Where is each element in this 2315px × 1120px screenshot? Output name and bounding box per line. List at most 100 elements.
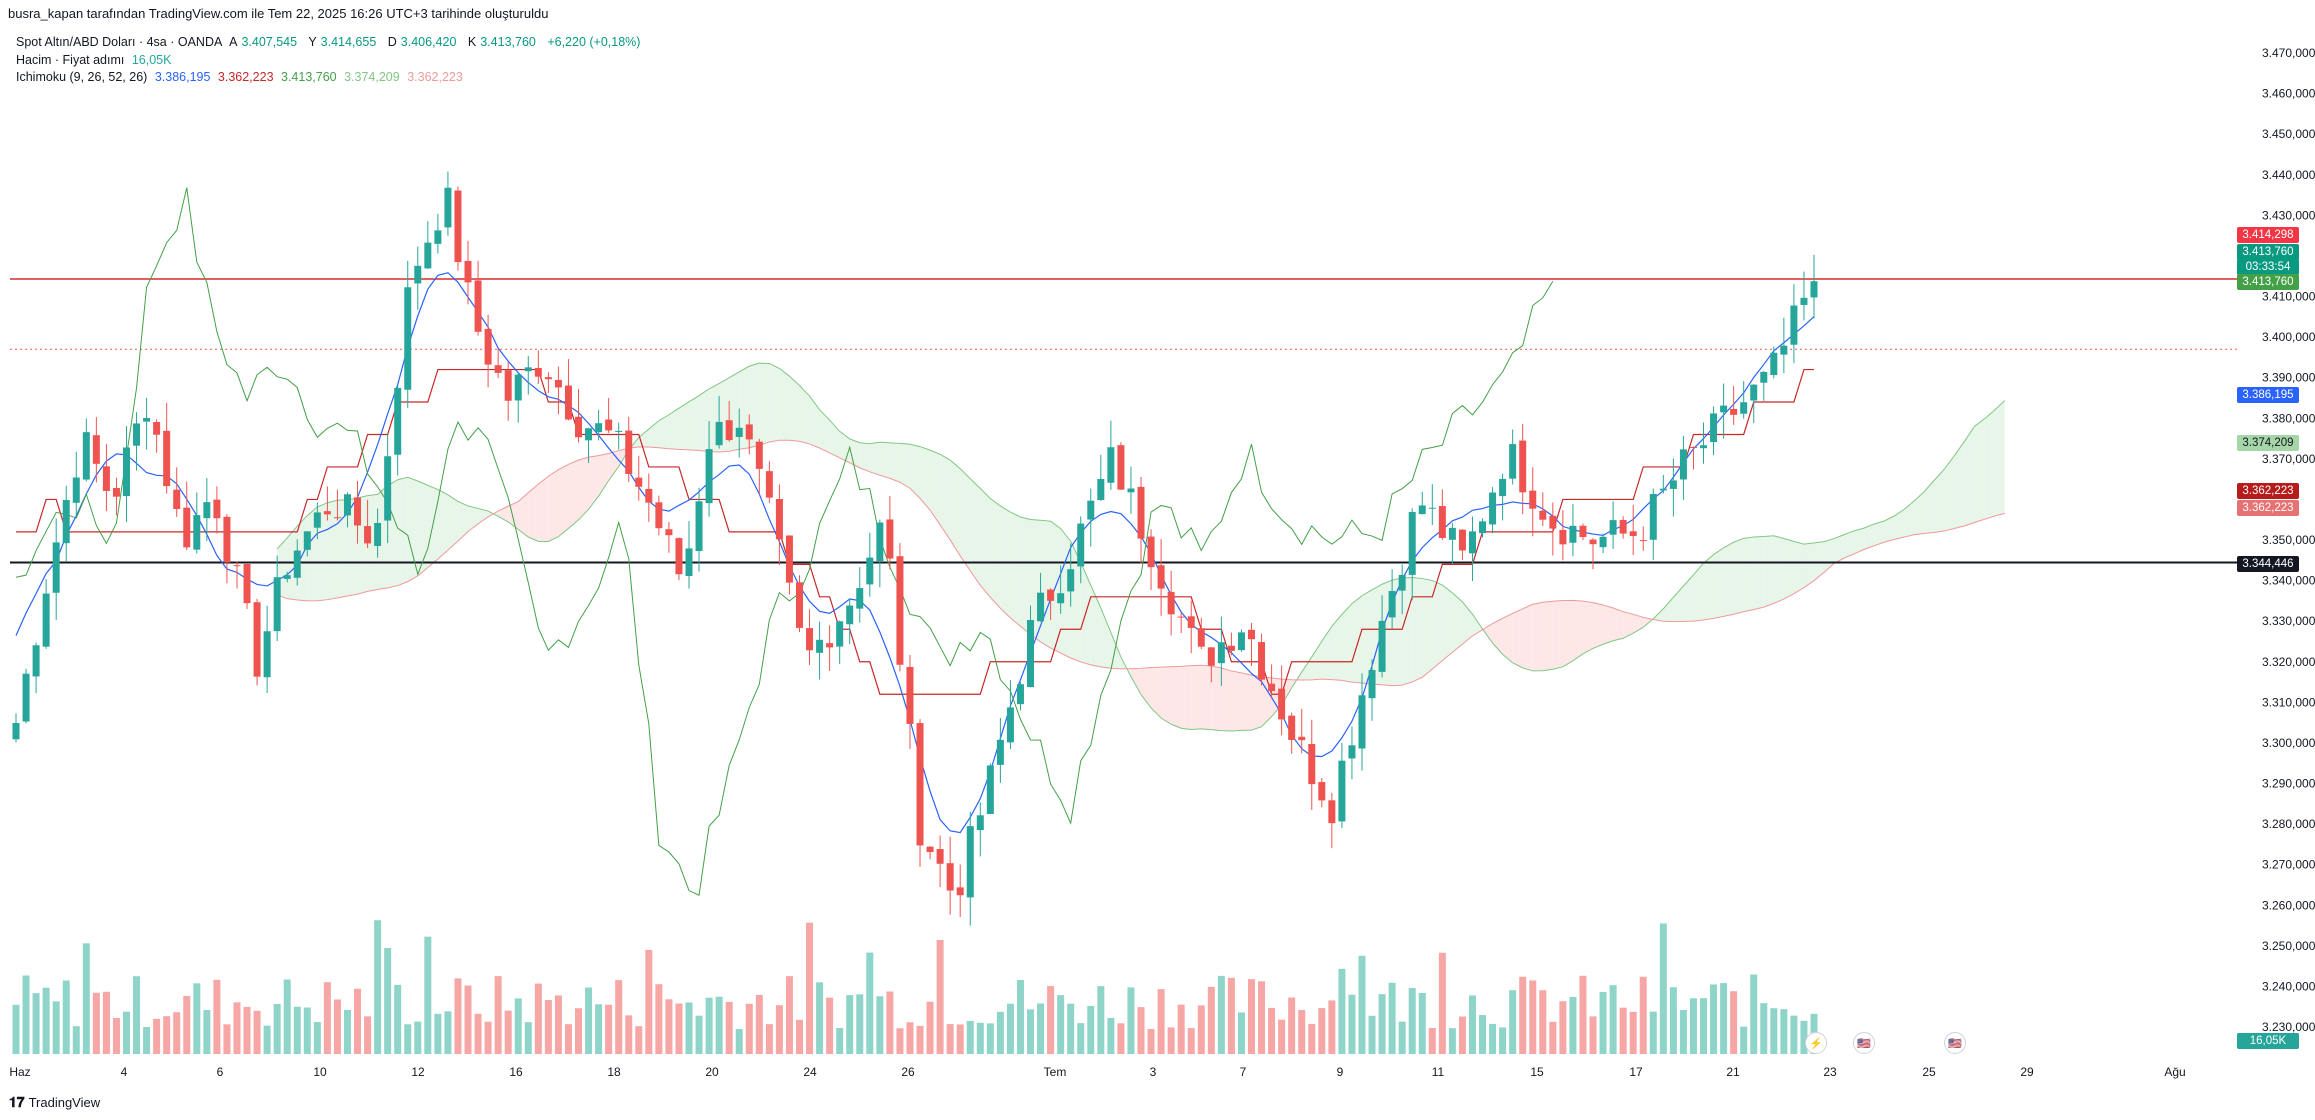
candle-body[interactable] xyxy=(1479,521,1487,534)
candle-body[interactable] xyxy=(303,531,311,550)
volume-label[interactable]: Hacim · Fiyat adımı xyxy=(16,52,125,67)
candle-body[interactable] xyxy=(12,723,20,740)
candle-body[interactable] xyxy=(645,488,653,503)
candle-body[interactable] xyxy=(223,516,231,563)
candle-body[interactable] xyxy=(183,507,191,548)
candle-body[interactable] xyxy=(665,529,673,536)
candle-body[interactable] xyxy=(203,502,211,519)
candle-body[interactable] xyxy=(253,602,261,677)
candle-body[interactable] xyxy=(926,846,934,853)
candle-body[interactable] xyxy=(544,377,552,380)
candle-body[interactable] xyxy=(675,538,683,575)
candle-body[interactable] xyxy=(1268,683,1276,692)
volume-legend-row[interactable]: Hacim · Fiyat adımı 16,05K xyxy=(16,52,644,70)
candle-body[interactable] xyxy=(775,498,783,540)
candle-body[interactable] xyxy=(1258,642,1266,680)
candle-body[interactable] xyxy=(625,430,633,474)
candle-body[interactable] xyxy=(1027,619,1035,688)
candle-body[interactable] xyxy=(846,605,854,625)
ichimoku-legend-row[interactable]: Ichimoku (9, 26, 52, 26) 3.386,195 3.362… xyxy=(16,69,644,87)
candle-body[interactable] xyxy=(806,628,814,651)
candle-body[interactable] xyxy=(32,645,40,677)
candle-body[interactable] xyxy=(143,417,151,422)
candle-body[interactable] xyxy=(816,639,824,653)
candle-body[interactable] xyxy=(313,512,321,528)
candle-body[interactable] xyxy=(1780,345,1788,355)
candle-body[interactable] xyxy=(122,447,130,497)
candle-body[interactable] xyxy=(785,535,793,583)
candle-body[interactable] xyxy=(213,499,221,519)
candle-body[interactable] xyxy=(1137,486,1145,539)
candle-body[interactable] xyxy=(1107,447,1115,483)
candle-body[interactable] xyxy=(1016,684,1024,705)
candle-body[interactable] xyxy=(293,550,301,578)
candle-body[interactable] xyxy=(72,477,80,503)
candle-body[interactable] xyxy=(1077,523,1085,567)
candle-body[interactable] xyxy=(1700,445,1708,449)
candle-body[interactable] xyxy=(1770,352,1778,376)
candle-body[interactable] xyxy=(595,423,603,433)
candle-body[interactable] xyxy=(1227,645,1235,651)
candle-body[interactable] xyxy=(1428,507,1436,509)
candle-body[interactable] xyxy=(735,427,743,437)
candle-body[interactable] xyxy=(1037,592,1045,622)
candle-body[interactable] xyxy=(655,502,663,529)
candle-body[interactable] xyxy=(1438,506,1446,538)
candle-body[interactable] xyxy=(1328,800,1336,824)
candle-body[interactable] xyxy=(1589,539,1597,545)
candle-body[interactable] xyxy=(946,863,954,891)
candle-body[interactable] xyxy=(916,723,924,846)
candle-body[interactable] xyxy=(494,365,502,373)
candle-body[interactable] xyxy=(354,497,362,526)
candle-body[interactable] xyxy=(424,242,432,269)
candle-body[interactable] xyxy=(1579,525,1587,538)
candle-body[interactable] xyxy=(1067,569,1075,592)
candle-body[interactable] xyxy=(193,515,201,550)
candle-body[interactable] xyxy=(133,423,141,446)
candle-body[interactable] xyxy=(1177,616,1185,618)
candle-body[interactable] xyxy=(1619,519,1627,534)
candle-body[interactable] xyxy=(414,265,422,284)
candle-body[interactable] xyxy=(1720,405,1728,413)
candle-body[interactable] xyxy=(564,385,572,420)
us-flag-icon[interactable]: 🇺🇸 xyxy=(1853,1032,1875,1054)
candle-body[interactable] xyxy=(745,424,753,440)
candle-body[interactable] xyxy=(92,435,100,464)
candle-body[interactable] xyxy=(866,557,874,585)
candle-body[interactable] xyxy=(1147,536,1155,568)
candle-body[interactable] xyxy=(1418,505,1426,515)
candle-body[interactable] xyxy=(1006,707,1014,743)
candle-body[interactable] xyxy=(705,449,713,504)
candle-body[interactable] xyxy=(1559,529,1567,545)
candle-body[interactable] xyxy=(765,471,773,498)
candle-body[interactable] xyxy=(755,441,763,469)
candle-body[interactable] xyxy=(374,522,382,546)
candle-body[interactable] xyxy=(615,430,623,432)
candle-body[interactable] xyxy=(333,517,341,519)
candle-body[interactable] xyxy=(956,887,964,896)
candle-body[interactable] xyxy=(62,499,70,544)
candle-body[interactable] xyxy=(795,582,803,628)
candle-body[interactable] xyxy=(1237,632,1245,651)
candle-body[interactable] xyxy=(1629,531,1637,537)
candle-body[interactable] xyxy=(605,419,613,431)
candle-body[interactable] xyxy=(1348,745,1356,759)
candle-body[interactable] xyxy=(1649,493,1657,540)
candle-body[interactable] xyxy=(876,522,884,562)
candle-body[interactable] xyxy=(343,494,351,516)
candle-body[interactable] xyxy=(1549,515,1557,529)
candle-body[interactable] xyxy=(1639,540,1647,542)
candle-body[interactable] xyxy=(1278,688,1286,720)
candle-body[interactable] xyxy=(1519,440,1527,493)
candle-body[interactable] xyxy=(394,387,402,455)
candle-body[interactable] xyxy=(514,374,522,401)
candle-body[interactable] xyxy=(464,260,472,283)
candle-body[interactable] xyxy=(52,542,60,593)
candle-body[interactable] xyxy=(1047,589,1055,601)
candle-body[interactable] xyxy=(1378,620,1386,672)
candle-body[interactable] xyxy=(1539,510,1547,520)
tradingview-footer[interactable]: 𝟏𝟕 TradingView xyxy=(9,1094,100,1111)
candle-body[interactable] xyxy=(1659,488,1667,491)
candle-body[interactable] xyxy=(112,487,120,497)
